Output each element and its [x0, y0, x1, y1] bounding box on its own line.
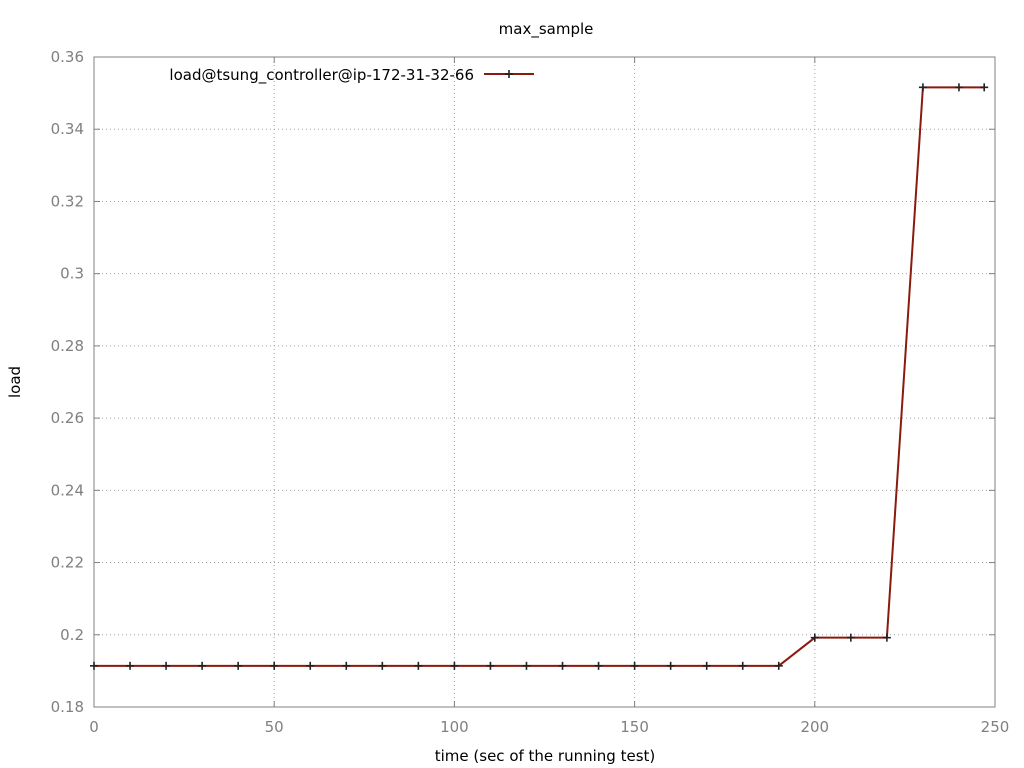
y-tick-label: 0.2: [60, 626, 84, 644]
x-tick-label: 250: [981, 718, 1010, 736]
data-point: [378, 661, 387, 670]
y-tick-label: 0.34: [51, 120, 84, 138]
data-point: [414, 661, 423, 670]
x-tick-label: 150: [620, 718, 649, 736]
x-tick-label: 200: [800, 718, 829, 736]
data-point: [522, 661, 531, 670]
plot-frame: [93, 56, 996, 708]
data-point: [270, 661, 279, 670]
data-point: [90, 661, 98, 670]
x-tick-label: 0: [89, 718, 99, 736]
data-point: [738, 661, 747, 670]
legend-marker: [505, 70, 513, 78]
y-tick-label: 0.36: [51, 48, 84, 66]
data-point: [306, 661, 315, 670]
x-axis-label: time (sec of the running test): [435, 747, 656, 765]
y-tick-label: 0.28: [51, 337, 84, 355]
series-line: [94, 86, 985, 667]
y-tick-label: 0.32: [51, 192, 84, 210]
data-point: [126, 661, 135, 670]
data-point: [234, 661, 243, 670]
x-tick-label: 100: [440, 718, 469, 736]
data-point: [846, 633, 855, 642]
legend-label: load@tsung_controller@ip-172-31-32-66: [169, 66, 474, 85]
grid-lines: [94, 57, 995, 707]
data-point: [630, 661, 639, 670]
data-point: [162, 661, 171, 670]
y-tick-label: 0.22: [51, 554, 84, 572]
data-point: [954, 83, 963, 92]
data-point: [774, 661, 783, 670]
data-point: [558, 661, 567, 670]
y-tick-label: 0.24: [51, 481, 84, 499]
series-layer: [90, 83, 989, 670]
data-point: [342, 661, 351, 670]
data-point: [918, 83, 927, 92]
y-tick-label: 0.26: [51, 409, 84, 427]
data-point: [882, 633, 891, 642]
data-point: [450, 661, 459, 670]
data-point: [702, 661, 711, 670]
data-point: [666, 661, 675, 670]
data-point: [980, 83, 989, 92]
chart-title: max_sample: [499, 20, 594, 39]
data-point: [810, 633, 819, 642]
y-tick-label: 0.3: [60, 265, 84, 283]
tick-labels: 0 50 100 150 200 250 0.18 0.2 0.22 0.24 0.26 0.28 0.…: [51, 48, 1010, 736]
y-axis-label: load: [6, 366, 24, 398]
legend: load@tsung_controller@ip-172-31-32-66: [169, 66, 534, 85]
axis-ticks: [93, 56, 996, 708]
data-point: [486, 661, 495, 670]
x-tick-label: 50: [265, 718, 284, 736]
data-point: [594, 661, 603, 670]
y-tick-label: 0.18: [51, 698, 84, 716]
data-point: [198, 661, 207, 670]
